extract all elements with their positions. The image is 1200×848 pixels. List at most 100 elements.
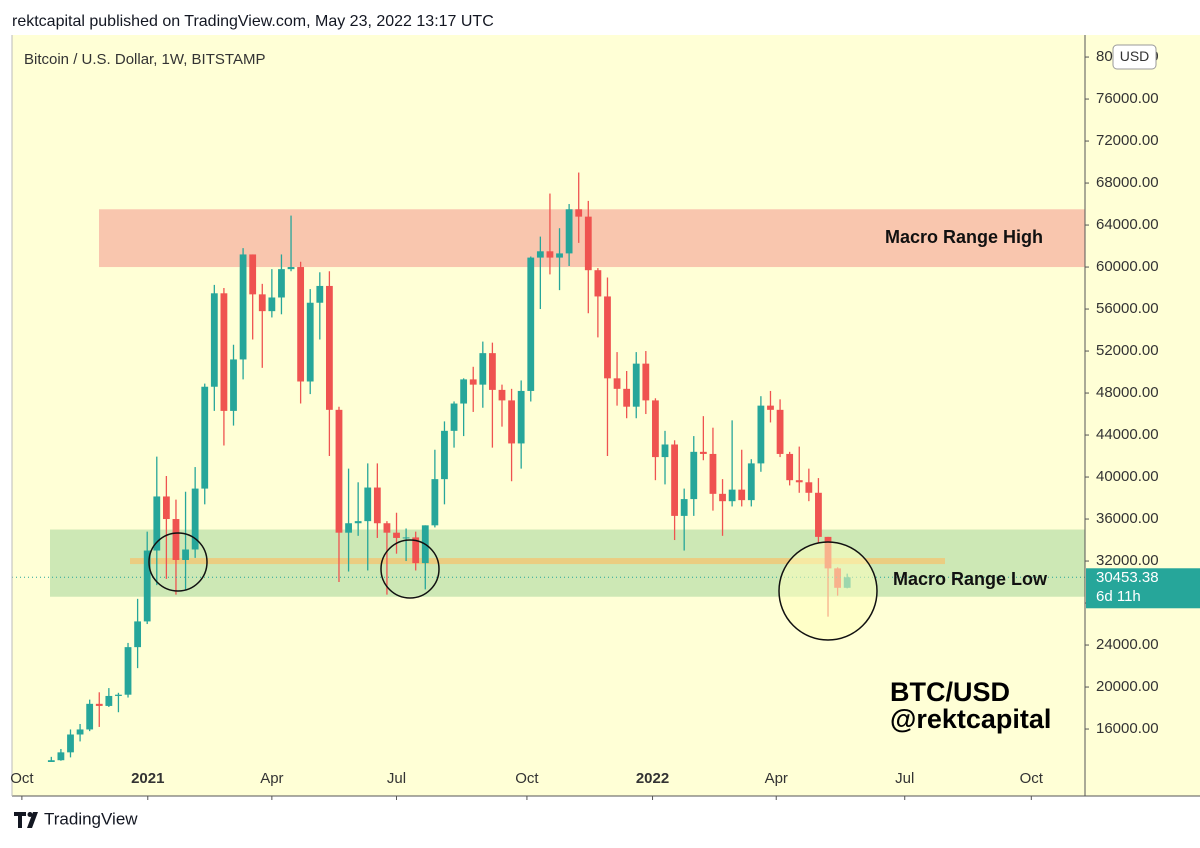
candle-body xyxy=(210,293,218,387)
highlight-circle xyxy=(380,539,440,599)
candle-body xyxy=(709,453,717,494)
candle-body xyxy=(450,403,458,431)
candle-body xyxy=(469,379,477,385)
candle-body xyxy=(306,302,314,382)
candle-body xyxy=(546,251,554,258)
candle-body xyxy=(786,453,794,481)
y-tick-label: 36000.00 xyxy=(1096,510,1159,527)
candle-body xyxy=(728,489,736,502)
candle-body xyxy=(258,294,266,312)
candle-body xyxy=(680,499,688,516)
candle-body xyxy=(498,389,506,401)
candle-body xyxy=(153,496,161,551)
candle-body xyxy=(124,647,132,695)
candle-body xyxy=(604,296,611,379)
candle-body xyxy=(623,388,631,407)
y-tick-label: 48000.00 xyxy=(1096,384,1159,401)
candle-body xyxy=(776,409,784,454)
candle-body xyxy=(575,209,583,217)
x-tick-label: 2021 xyxy=(131,770,164,787)
candle-body xyxy=(325,285,333,410)
x-tick-label: Apr xyxy=(260,770,283,787)
x-tick-label: Oct xyxy=(1020,770,1044,787)
y-tick-label: 40000.00 xyxy=(1096,468,1159,485)
candle-body xyxy=(220,293,228,411)
last-price-box xyxy=(1086,568,1200,609)
candle-body xyxy=(335,409,343,533)
y-tick-label: 20000.00 xyxy=(1096,678,1159,695)
candle-body xyxy=(441,430,448,480)
range-zone xyxy=(99,209,1085,268)
candle-body xyxy=(402,537,410,539)
y-tick-label: 60000.00 xyxy=(1096,258,1159,275)
tradingview-logo xyxy=(14,812,38,828)
y-tick-label: 56000.00 xyxy=(1096,300,1159,317)
y-tick-label: 24000.00 xyxy=(1096,636,1159,653)
candle-body xyxy=(287,267,295,270)
level-band xyxy=(130,558,945,565)
highlight-circle xyxy=(148,532,208,592)
candle-body xyxy=(393,532,400,538)
candle-body xyxy=(738,489,746,501)
candle-body xyxy=(182,549,189,560)
candle-body xyxy=(613,378,621,389)
candle-body xyxy=(642,363,650,401)
candle-body xyxy=(47,760,55,762)
candle-body xyxy=(278,269,285,298)
y-tick-label: 44000.00 xyxy=(1096,426,1159,443)
candle-body xyxy=(239,254,247,360)
candle-body xyxy=(815,492,822,537)
candle-body xyxy=(584,216,592,271)
candle-body xyxy=(383,523,391,533)
highlight-circle xyxy=(778,541,878,641)
candle-body xyxy=(373,487,381,524)
candle-body xyxy=(364,487,372,522)
candle-body xyxy=(489,353,496,390)
symbol-title: Bitcoin / U.S. Dollar, 1W, BITSTAMP xyxy=(24,51,265,68)
candle-body xyxy=(143,550,151,622)
candle-body xyxy=(115,694,122,696)
y-tick-label: 68000.00 xyxy=(1096,174,1159,191)
x-tick-label: Oct xyxy=(10,770,34,787)
candle-body xyxy=(191,488,199,550)
annotation: @rektcapital xyxy=(890,704,1051,734)
candle-body xyxy=(767,405,774,410)
footer: TradingView xyxy=(44,809,138,828)
y-tick-label: 76000.00 xyxy=(1096,90,1159,107)
y-tick-label: 32000.00 xyxy=(1096,552,1159,569)
candle-body xyxy=(172,519,180,560)
candle-body xyxy=(134,621,142,648)
x-tick-label: Oct xyxy=(515,770,539,787)
zone-label: Macro Range Low xyxy=(893,569,1048,589)
y-tick-label: 16000.00 xyxy=(1096,720,1159,737)
candle-body xyxy=(699,451,707,454)
candle-body xyxy=(201,386,209,489)
candle-body xyxy=(632,363,640,407)
candle-body xyxy=(76,729,84,735)
x-tick-label: Jul xyxy=(387,770,406,787)
x-tick-label: Jul xyxy=(895,770,914,787)
annotation: BTC/USD xyxy=(890,677,1010,707)
plot-area xyxy=(12,172,1085,762)
candle-body xyxy=(57,752,65,761)
candle-body xyxy=(536,251,544,258)
currency-button[interactable] xyxy=(1112,44,1157,70)
candle-body xyxy=(805,482,813,493)
candle-body xyxy=(67,734,74,753)
candle-body xyxy=(757,405,765,464)
candle-body xyxy=(249,254,257,295)
candle-body xyxy=(690,451,698,500)
chart-background xyxy=(12,35,1200,796)
y-tick-label: 72000.00 xyxy=(1096,132,1159,149)
candle-body xyxy=(594,270,602,297)
y-tick-label: 64000.00 xyxy=(1096,216,1159,233)
candle-body xyxy=(230,359,237,411)
candle-body xyxy=(412,537,420,564)
x-tick-label: 2022 xyxy=(636,770,669,787)
countdown-label: 6d 11h xyxy=(1096,588,1141,605)
candle-body xyxy=(354,521,362,524)
currency-label[interactable]: USD xyxy=(1120,48,1150,64)
candle-body xyxy=(671,444,678,516)
candle-body xyxy=(747,463,755,501)
